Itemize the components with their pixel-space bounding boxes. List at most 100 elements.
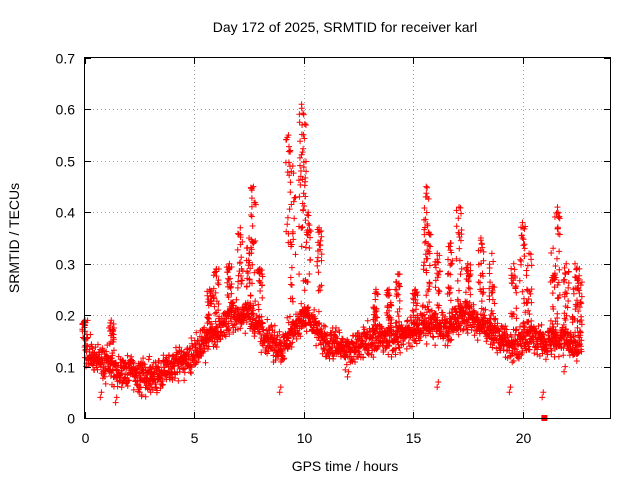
data-point	[393, 293, 400, 300]
data-point	[524, 319, 531, 326]
data-point	[316, 229, 323, 236]
data-point	[340, 343, 347, 350]
data-point	[201, 324, 208, 331]
data-point	[403, 345, 410, 352]
data-point	[516, 277, 523, 284]
data-point	[426, 242, 433, 249]
data-point	[227, 299, 234, 306]
data-point	[248, 280, 255, 287]
data-point	[364, 317, 371, 324]
data-point	[370, 325, 377, 332]
data-point	[92, 344, 99, 351]
data-point	[479, 244, 486, 251]
data-point	[447, 240, 454, 247]
data-point	[281, 355, 288, 362]
data-point	[556, 248, 563, 255]
data-point	[286, 206, 293, 213]
data-point	[107, 332, 114, 339]
data-point	[110, 331, 117, 338]
data-point	[551, 276, 558, 283]
data-point	[158, 381, 165, 388]
data-point	[289, 163, 296, 169]
data-point	[413, 306, 420, 313]
data-point	[561, 315, 568, 322]
data-point	[416, 337, 423, 344]
data-point	[488, 250, 495, 257]
data-point	[481, 312, 488, 319]
data-point	[305, 229, 312, 236]
x-axis-label: GPS time / hours	[292, 458, 399, 474]
data-point	[314, 254, 321, 261]
data-point	[435, 287, 442, 294]
data-point	[126, 377, 133, 384]
data-point	[489, 289, 496, 296]
data-point	[576, 304, 583, 311]
data-point	[550, 275, 557, 282]
data-point	[322, 323, 329, 330]
data-point	[271, 322, 278, 329]
data-point	[462, 289, 469, 296]
data-point	[561, 264, 568, 271]
data-point	[298, 225, 305, 232]
data-point	[215, 281, 222, 288]
data-point	[299, 224, 306, 231]
data-point	[349, 339, 356, 346]
x-tick-label: 0	[82, 430, 90, 446]
data-point	[392, 286, 399, 293]
data-point	[188, 334, 195, 341]
data-point	[392, 351, 399, 358]
data-point	[554, 204, 561, 211]
data-point	[146, 353, 153, 360]
data-point	[444, 271, 451, 278]
data-point	[512, 285, 519, 292]
data-point	[350, 355, 357, 362]
data-point	[255, 301, 262, 308]
data-point	[204, 292, 211, 299]
data-point	[176, 368, 183, 375]
data-point	[298, 131, 305, 138]
data-point	[307, 234, 314, 241]
data-point	[547, 278, 554, 285]
data-point	[210, 272, 217, 279]
data-point	[447, 337, 454, 344]
data-point	[225, 276, 232, 283]
data-point	[509, 311, 516, 318]
data-point	[426, 262, 433, 269]
data-point	[305, 209, 312, 216]
data-point	[224, 291, 231, 298]
data-point	[457, 306, 464, 313]
data-point	[448, 336, 455, 343]
data-point	[374, 314, 381, 321]
data-point	[287, 313, 294, 320]
data-point	[423, 340, 430, 347]
data-point	[466, 285, 473, 292]
data-point	[303, 328, 310, 335]
y-tick-label: 0.2	[56, 308, 76, 324]
data-point	[411, 337, 418, 344]
data-point	[471, 332, 478, 339]
data-point	[507, 384, 514, 391]
data-point	[300, 145, 307, 152]
data-point	[465, 284, 472, 291]
data-point	[291, 215, 298, 222]
data-point	[520, 320, 527, 327]
data-point	[550, 245, 557, 252]
data-point	[424, 288, 431, 295]
data-point	[257, 265, 263, 272]
data-point	[329, 344, 336, 351]
data-point	[372, 308, 379, 315]
data-point	[575, 275, 582, 282]
y-tick-label: 0.4	[56, 205, 76, 221]
data-point	[187, 369, 194, 376]
data-point	[97, 394, 104, 401]
data-point	[578, 337, 585, 344]
data-point	[107, 322, 114, 329]
data-point	[445, 270, 452, 277]
data-point	[306, 244, 313, 251]
data-point	[506, 389, 513, 396]
data-point	[297, 173, 304, 180]
data-point	[384, 289, 391, 296]
data-point	[499, 325, 506, 332]
x-tick-label: 20	[516, 430, 532, 446]
data-point	[84, 343, 91, 350]
